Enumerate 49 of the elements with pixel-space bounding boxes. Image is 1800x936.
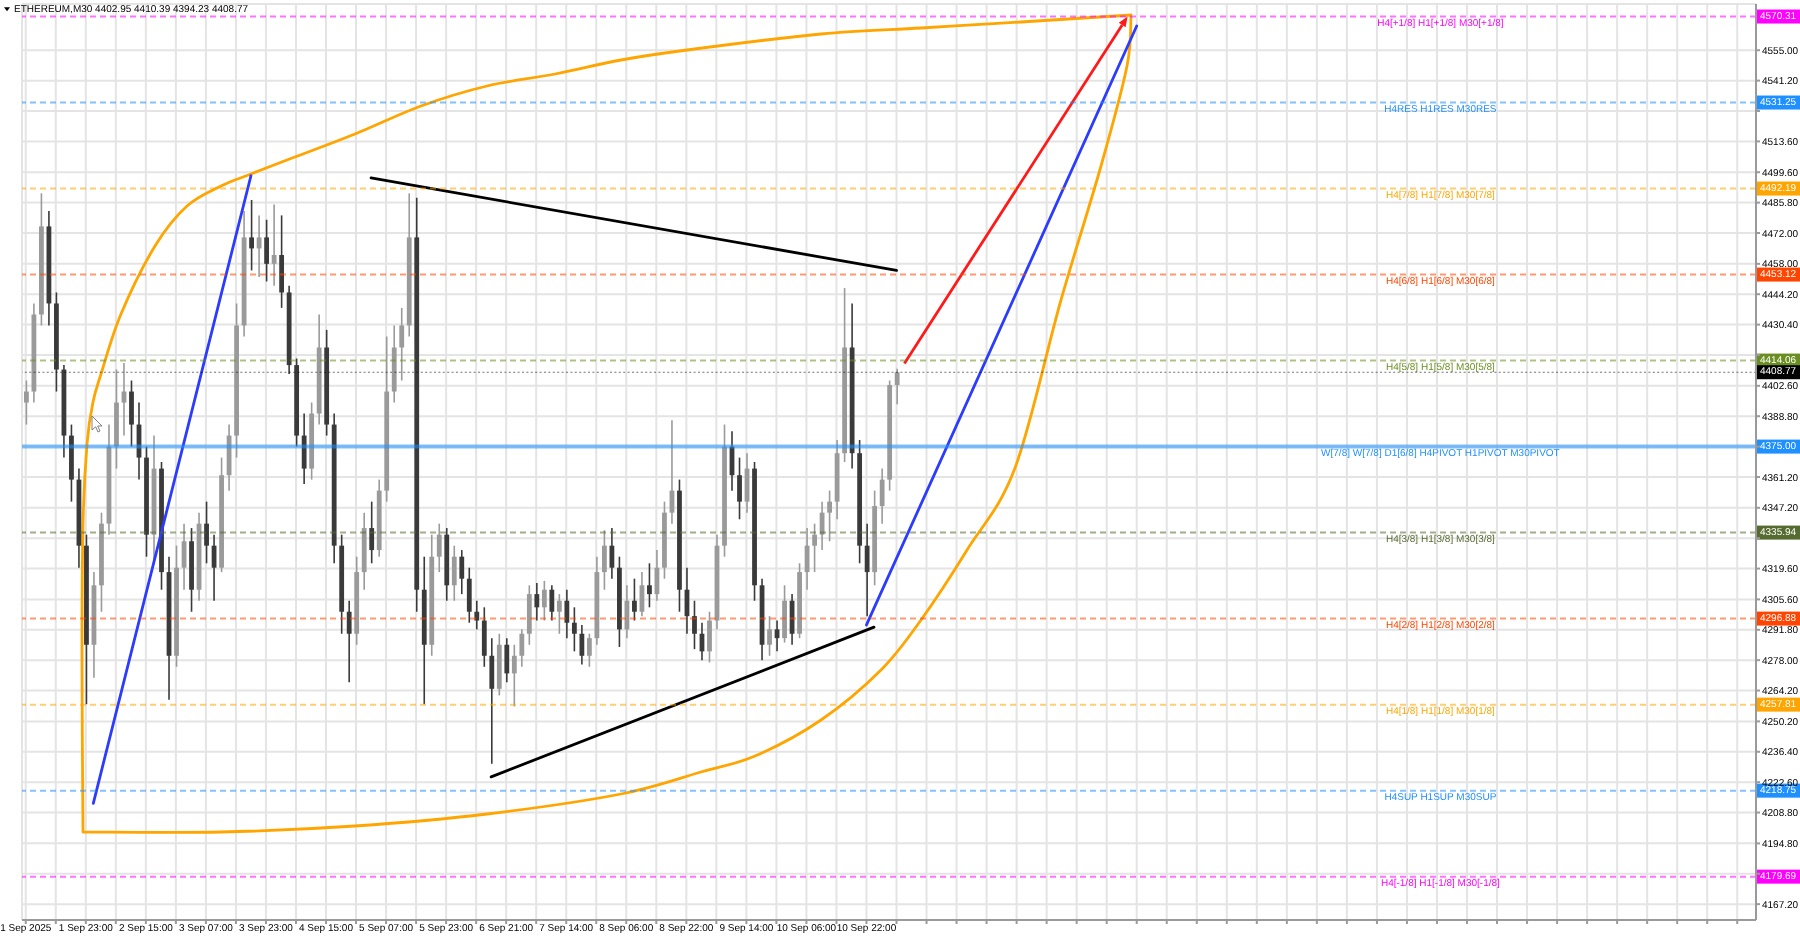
candlestick: [864, 522, 870, 617]
candlestick: [346, 599, 352, 683]
candlestick: [256, 214, 262, 278]
candlestick: [114, 368, 119, 470]
candlestick: [767, 615, 772, 657]
candlestick: [459, 549, 465, 595]
candlestick: [526, 584, 532, 646]
candlestick: [782, 584, 787, 644]
candlestick: [451, 544, 457, 602]
candlestick: [504, 637, 510, 683]
candlestick: [481, 606, 487, 668]
candlestick: [647, 562, 652, 609]
candlestick: [519, 628, 525, 668]
candlestick: [602, 529, 607, 591]
candlestick: [129, 379, 134, 448]
candlestick: [264, 218, 270, 283]
candlestick: [271, 203, 277, 287]
candlestick: [474, 599, 480, 631]
candlestick: [69, 423, 74, 503]
candlestick: [249, 199, 254, 272]
candlestick: [879, 467, 885, 525]
candlestick: [369, 500, 375, 565]
candlestick: [549, 584, 555, 622]
candlestick: [632, 577, 637, 622]
candlestick: [586, 632, 592, 668]
candlestick: [496, 632, 502, 697]
candlestick: [24, 379, 29, 426]
candlestick: [737, 456, 742, 521]
candlestick: [541, 580, 547, 622]
candlestick: [436, 522, 442, 573]
candlestick: [204, 500, 209, 565]
candlestick: [707, 610, 712, 664]
candlestick: [361, 511, 367, 591]
candlestick: [301, 412, 307, 485]
candlestick: [399, 307, 405, 382]
candlestick: [279, 214, 285, 309]
candlestick: [812, 522, 817, 573]
candlestick: [692, 599, 697, 650]
candlestick: [556, 593, 562, 635]
candlestick: [571, 606, 577, 653]
candlestick: [466, 566, 472, 624]
candlestick: [579, 624, 585, 666]
candlestick: [564, 588, 570, 639]
candlestick: [894, 367, 900, 406]
candlestick: [489, 637, 495, 765]
candlestick: [534, 582, 540, 622]
candlestick: [511, 643, 517, 708]
candlestick: [391, 324, 397, 404]
candlestick: [827, 489, 832, 543]
